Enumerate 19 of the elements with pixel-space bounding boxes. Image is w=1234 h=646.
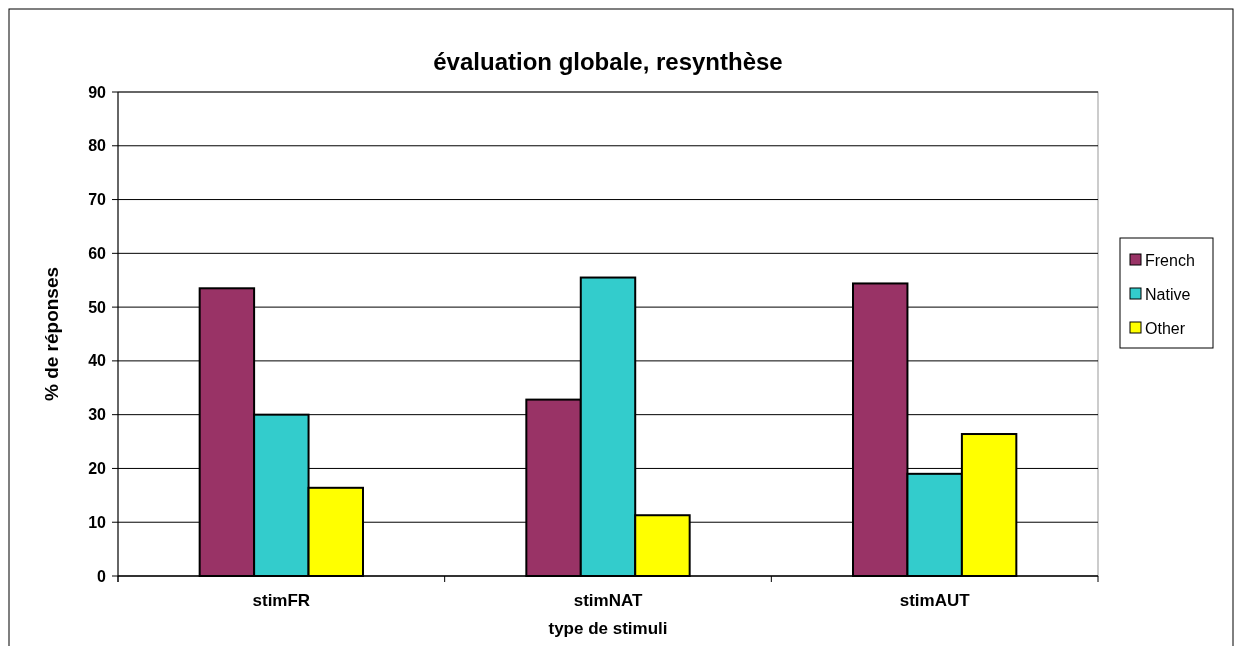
y-tick-label: 10 (88, 513, 107, 531)
y-tick-label: 60 (88, 244, 107, 262)
y-tick-label: 40 (88, 352, 107, 370)
x-tick-label: stimAUT (899, 591, 971, 610)
x-tick-label: stimFR (252, 591, 311, 610)
legend-label: Native (1145, 285, 1191, 303)
y-tick-label: 0 (97, 567, 107, 585)
y-tick-label: 70 (88, 191, 107, 209)
x-axis-title: type de stimuli (548, 619, 668, 638)
y-tick-label: 90 (88, 83, 107, 101)
chart-title: évaluation globale, resynthèse (433, 48, 783, 75)
y-axis-title: % de réponses (41, 266, 62, 402)
y-tick-label: 80 (88, 137, 107, 155)
y-tick-label: 20 (88, 460, 107, 478)
x-tick-label: stimNAT (573, 591, 643, 610)
legend-label: Other (1145, 319, 1186, 337)
y-tick-label: 50 (88, 298, 107, 316)
legend-label: French (1145, 251, 1195, 269)
y-tick-label: 30 (88, 406, 107, 424)
